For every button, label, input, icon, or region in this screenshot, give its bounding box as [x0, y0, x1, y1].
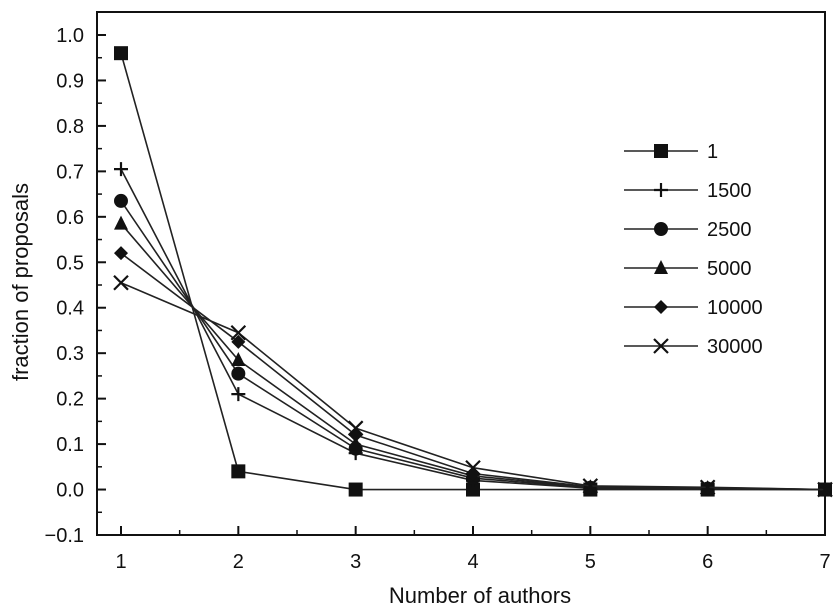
legend-item: 30000: [624, 336, 763, 358]
series-30000: [113, 274, 833, 498]
data-point-cross: [582, 478, 599, 494]
legend-item: 1: [624, 141, 718, 163]
y-tick-label: 0.8: [56, 116, 84, 138]
legend-label: 1500: [707, 180, 752, 202]
data-point-square: [114, 46, 128, 61]
data-point-circle: [231, 366, 246, 381]
data-point-diamond: [114, 246, 128, 261]
data-point-plus: [114, 162, 128, 177]
data-point-square: [231, 464, 246, 479]
data-point-square: [466, 482, 480, 497]
legend-marker-diamond: [654, 300, 668, 314]
data-point-diamond: [231, 334, 246, 349]
legend-label: 10000: [707, 297, 763, 319]
x-tick-label: 7: [819, 551, 830, 573]
legend-item: 5000: [624, 258, 752, 280]
data-point-circle: [114, 193, 128, 208]
x-tick-labels: 1 2 3 4 5 6 7: [115, 551, 830, 573]
legend-label: 1: [707, 141, 718, 163]
data-point-triangle: [231, 352, 246, 366]
x-tick-label: 6: [702, 551, 713, 573]
data-point-cross: [347, 420, 364, 436]
data-point-cross: [699, 479, 716, 496]
x-tick-label: 4: [467, 551, 478, 573]
legend-label: 30000: [707, 336, 763, 358]
y-tick-label: 0.7: [56, 161, 84, 183]
y-tick-label: 1.0: [56, 25, 84, 47]
y-tick-label: 0.2: [56, 389, 84, 411]
legend-item: 10000: [624, 297, 763, 319]
y-tick-label: 0.9: [56, 70, 84, 92]
y-tick-label: 0.0: [56, 480, 84, 502]
legend-marker-cross: [653, 338, 669, 354]
data-point-triangle: [348, 436, 363, 451]
x-tick-label: 1: [115, 551, 126, 573]
data-point-square: [348, 482, 363, 497]
series-layer: [113, 46, 833, 498]
plot-frame: [96, 11, 826, 536]
x-tick-label: 3: [350, 551, 361, 573]
legend-marker-triangle: [654, 260, 668, 274]
axis-ticks: [97, 34, 826, 536]
y-tick-label: 0.4: [56, 298, 84, 320]
data-point-cross: [817, 481, 833, 498]
y-tick-labels: −0.1 0.0 0.1 0.2 0.3 0.4 0.5 0.6 0.7 0.8 0.9 1.0: [45, 25, 84, 547]
x-axis-label: Number of authors: [389, 583, 571, 608]
y-tick-label: 0.1: [56, 434, 84, 456]
legend-marker-square: [654, 144, 668, 158]
y-tick-label: −0.1: [45, 525, 84, 547]
x-tick-label: 2: [233, 551, 244, 573]
x-tick-label: 5: [585, 551, 596, 573]
legend-label: 2500: [707, 219, 752, 241]
legend-label: 5000: [707, 258, 752, 280]
data-point-cross: [465, 459, 481, 476]
y-axis-label: fraction of proposals: [8, 183, 33, 381]
legend-item: 1500: [624, 180, 752, 202]
series-10000: [114, 246, 832, 497]
legend-marker-plus: [654, 183, 668, 197]
data-point-cross: [113, 274, 129, 291]
data-point-plus: [231, 387, 246, 402]
y-tick-label: 0.6: [56, 207, 84, 229]
y-tick-label: 0.3: [56, 343, 84, 365]
series-line: [120, 168, 826, 491]
legend: 1 1500 2500 5000 10000 30000: [624, 141, 763, 358]
legend-marker-circle: [654, 222, 668, 236]
y-tick-label: 0.5: [56, 252, 84, 274]
data-point-triangle: [114, 215, 128, 230]
data-point-cross: [230, 324, 247, 341]
legend-item: 2500: [624, 219, 752, 241]
